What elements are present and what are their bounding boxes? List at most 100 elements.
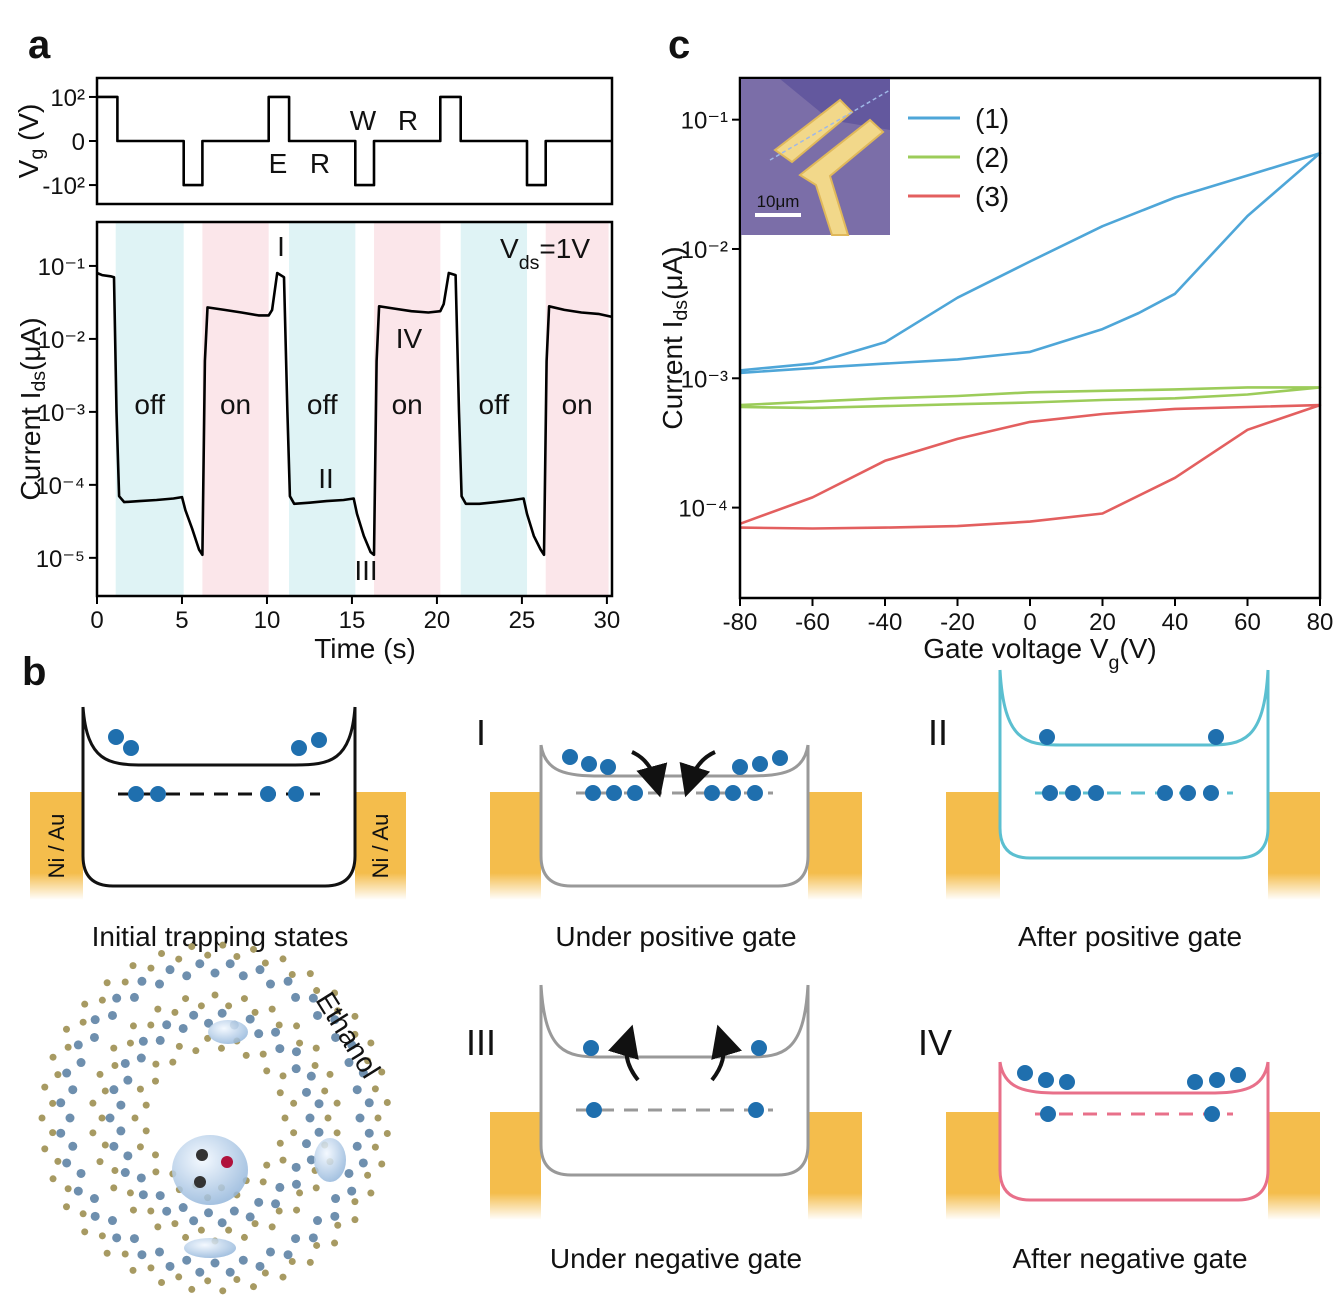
x-tick-label: 30 xyxy=(594,607,621,634)
atom xyxy=(41,1145,49,1153)
x-tick-label: -60 xyxy=(795,609,830,636)
atom xyxy=(383,1098,391,1106)
atom xyxy=(229,1206,239,1216)
molecule-atom xyxy=(196,1149,208,1161)
atom xyxy=(98,996,106,1004)
annotation: R xyxy=(310,148,330,179)
atom xyxy=(175,1042,183,1050)
atom xyxy=(364,1098,374,1108)
electron xyxy=(260,786,276,802)
atom xyxy=(38,1114,46,1122)
annotation: I xyxy=(277,231,285,262)
legend-label: (3) xyxy=(975,181,1009,212)
electrode-label: Ni / Au xyxy=(368,814,393,879)
atom xyxy=(136,1173,146,1183)
atom xyxy=(321,1087,329,1095)
atom xyxy=(347,1186,357,1196)
atom xyxy=(290,1099,298,1107)
electron xyxy=(1230,1067,1246,1083)
atom xyxy=(383,1130,391,1138)
atom xyxy=(120,1168,130,1178)
atom xyxy=(155,1191,165,1201)
atom xyxy=(204,1018,214,1028)
atom xyxy=(182,1233,190,1241)
atom xyxy=(54,1157,62,1165)
atom xyxy=(351,1216,359,1224)
axes-frame xyxy=(738,76,1322,600)
y-tick-label: 10⁻¹ xyxy=(681,108,728,135)
atom xyxy=(101,1087,109,1095)
atom xyxy=(291,1162,301,1172)
transfer-arrow xyxy=(608,1024,640,1082)
atom xyxy=(89,1032,99,1042)
atom xyxy=(121,1250,129,1258)
atom xyxy=(210,968,220,978)
atom xyxy=(255,1261,265,1271)
annotation-part: ds xyxy=(519,252,540,274)
atom xyxy=(275,1021,283,1029)
axes-frame xyxy=(95,76,614,206)
atom xyxy=(62,1158,72,1168)
atom xyxy=(238,1255,248,1265)
atom xyxy=(306,1071,316,1081)
y-axis-label-part: g xyxy=(26,149,48,160)
annotation: W xyxy=(350,105,377,136)
y-axis-label-part: ds xyxy=(28,371,50,392)
annotation: II xyxy=(318,463,334,494)
molecule-atom xyxy=(221,1156,233,1168)
atom xyxy=(111,1061,119,1069)
atom xyxy=(110,1044,118,1052)
x-tick-label: 20 xyxy=(1089,609,1116,636)
atom xyxy=(103,979,111,987)
atom xyxy=(330,1015,340,1025)
atom xyxy=(261,959,269,967)
electrode xyxy=(946,1112,1000,1220)
x-tick-label: -80 xyxy=(723,609,758,636)
region xyxy=(374,222,441,596)
atom xyxy=(355,1113,365,1123)
x-axis-label-part: Gate voltage V xyxy=(923,633,1109,664)
atom xyxy=(158,1279,166,1287)
atom xyxy=(151,1077,159,1085)
atom xyxy=(352,1141,362,1151)
electron xyxy=(1157,785,1173,801)
conduction-band xyxy=(539,984,810,1059)
atom xyxy=(147,1021,155,1029)
data-line xyxy=(97,95,612,187)
y-axis-label-part: (μA) xyxy=(15,317,46,370)
atom xyxy=(136,1053,146,1063)
electron xyxy=(1042,785,1058,801)
x-tick-label: 0 xyxy=(90,607,103,634)
atom xyxy=(293,1022,301,1030)
atom xyxy=(352,1085,362,1095)
electron xyxy=(627,785,643,801)
atom xyxy=(65,1113,75,1123)
y-axis-label: Vg (V) xyxy=(13,104,48,179)
atom xyxy=(301,1139,311,1149)
atom xyxy=(142,1101,150,1109)
atom xyxy=(64,1043,72,1051)
atom xyxy=(296,1039,304,1047)
atom xyxy=(351,1198,359,1206)
atom xyxy=(255,965,265,975)
y-axis-label-part: ds xyxy=(670,300,692,321)
electron xyxy=(1038,1072,1054,1088)
atom xyxy=(233,952,241,960)
conduction-band xyxy=(998,669,1270,747)
y-tick-label: 10⁻⁴ xyxy=(678,496,728,523)
region xyxy=(202,222,269,596)
state-label: I xyxy=(476,712,486,753)
atom xyxy=(326,1070,334,1078)
y-tick-label: 10² xyxy=(50,85,85,112)
caption: Under negative gate xyxy=(550,1243,802,1274)
atom xyxy=(313,1216,323,1226)
atom xyxy=(76,1058,86,1068)
atom xyxy=(54,1071,62,1079)
atom xyxy=(162,1020,172,1030)
caption: After negative gate xyxy=(1012,1243,1247,1274)
atom xyxy=(204,951,212,959)
atom xyxy=(169,1058,177,1066)
x-tick-label: 80 xyxy=(1307,609,1334,636)
atom xyxy=(81,1000,89,1008)
